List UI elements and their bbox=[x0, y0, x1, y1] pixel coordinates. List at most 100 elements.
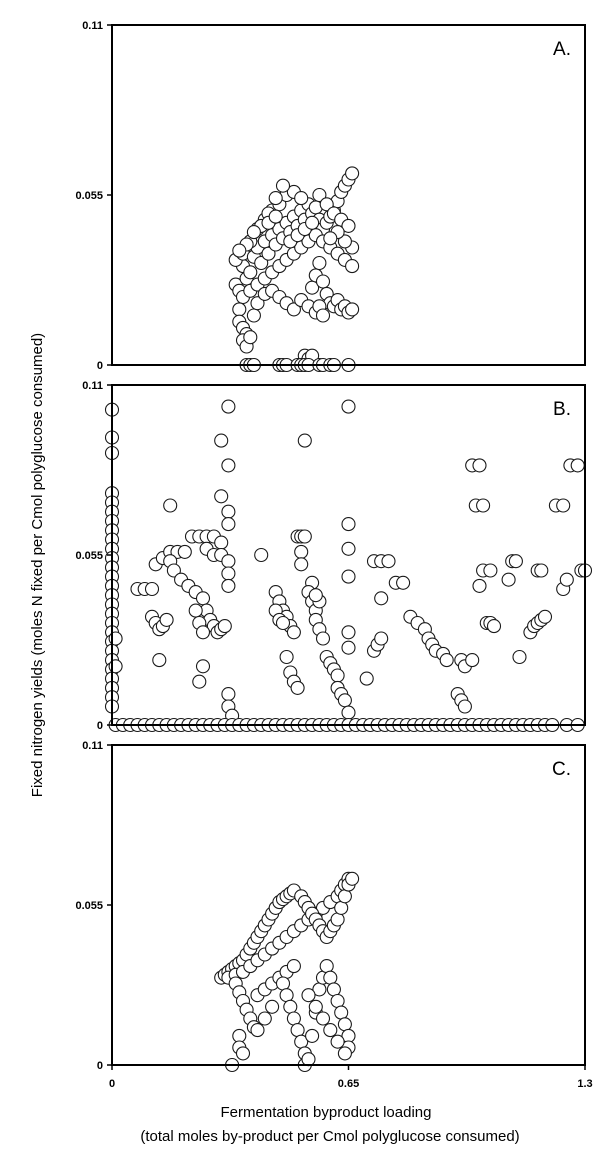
data-point bbox=[195, 659, 211, 674]
data-point bbox=[243, 330, 258, 345]
data-point bbox=[297, 433, 312, 448]
data-point bbox=[337, 1046, 352, 1061]
data-point bbox=[337, 1017, 352, 1032]
data-point bbox=[214, 489, 229, 504]
data-point bbox=[439, 653, 454, 668]
data-point bbox=[341, 705, 356, 720]
data-point bbox=[570, 458, 585, 473]
data-point bbox=[305, 1028, 320, 1043]
data-point bbox=[337, 234, 352, 249]
data-point bbox=[315, 274, 331, 289]
data-point bbox=[243, 265, 258, 280]
data-point bbox=[534, 563, 549, 578]
data-point bbox=[330, 993, 345, 1009]
data-point bbox=[472, 578, 487, 593]
data-point bbox=[192, 674, 207, 689]
data-point bbox=[188, 603, 203, 618]
y-tick-label: 0.11 bbox=[82, 740, 103, 752]
data-point bbox=[512, 649, 527, 665]
data-point bbox=[214, 433, 229, 448]
data-point bbox=[308, 999, 323, 1014]
data-point bbox=[345, 302, 360, 317]
data-point bbox=[396, 575, 411, 590]
data-point bbox=[286, 302, 301, 317]
data-markers bbox=[214, 871, 360, 1073]
data-point bbox=[268, 209, 283, 224]
data-point bbox=[221, 566, 236, 581]
data-point bbox=[283, 999, 298, 1014]
data-point bbox=[297, 529, 312, 544]
data-point bbox=[341, 625, 356, 640]
data-point bbox=[341, 218, 356, 233]
data-point bbox=[294, 557, 309, 572]
data-point bbox=[195, 625, 211, 640]
data-point bbox=[330, 1034, 345, 1049]
data-point bbox=[214, 535, 229, 550]
data-point bbox=[305, 215, 320, 230]
data-point bbox=[457, 699, 472, 714]
y-tick-label: 0 bbox=[97, 1060, 103, 1072]
data-point bbox=[483, 563, 498, 578]
data-point bbox=[221, 517, 236, 532]
data-point bbox=[286, 959, 301, 974]
data-point bbox=[246, 308, 261, 323]
data-point bbox=[312, 255, 327, 271]
data-point bbox=[341, 399, 356, 414]
data-point bbox=[195, 591, 211, 606]
y-tick-label: 0.11 bbox=[82, 20, 103, 32]
data-point bbox=[221, 399, 236, 414]
data-point bbox=[556, 498, 571, 513]
x-axis-title-line2: (total moles by-product per Cmol polyglu… bbox=[140, 1128, 519, 1145]
data-point bbox=[290, 1023, 305, 1038]
data-point bbox=[326, 982, 341, 997]
data-point bbox=[312, 187, 327, 203]
data-point bbox=[217, 619, 232, 634]
data-point bbox=[319, 197, 334, 212]
data-point bbox=[268, 191, 283, 206]
data-point bbox=[152, 653, 167, 668]
data-point bbox=[345, 259, 360, 274]
data-point bbox=[235, 1046, 251, 1061]
x-tick-label: 0 bbox=[109, 1078, 115, 1090]
scatter-panel-3: 0 0.055 0.11 0 0.65 1.3 C. bbox=[75, 740, 592, 1090]
scatter-panel-1: 0 0.055 0.11 A. bbox=[75, 20, 586, 373]
data-point bbox=[486, 619, 502, 634]
data-point bbox=[315, 308, 331, 323]
data-point bbox=[345, 166, 360, 181]
data-point bbox=[290, 680, 305, 695]
y-tick-label: 0 bbox=[97, 360, 103, 372]
x-tick-label: 1.3 bbox=[577, 1078, 592, 1090]
data-point bbox=[337, 889, 352, 904]
data-point bbox=[163, 498, 178, 513]
data-point bbox=[374, 631, 389, 646]
data-point bbox=[254, 255, 269, 271]
x-axis-title-line1: Fermentation byproduct loading bbox=[221, 1104, 432, 1121]
panel-label: B. bbox=[553, 399, 571, 420]
data-point bbox=[232, 243, 247, 258]
data-point bbox=[221, 554, 236, 569]
data-point bbox=[323, 970, 338, 985]
data-point bbox=[334, 900, 349, 915]
data-point bbox=[144, 581, 160, 597]
data-point bbox=[334, 1005, 349, 1020]
data-point bbox=[221, 578, 236, 593]
data-point bbox=[323, 1023, 338, 1038]
panel-label: A. bbox=[553, 39, 571, 60]
data-point bbox=[275, 615, 291, 631]
data-point bbox=[166, 563, 181, 578]
data-point bbox=[537, 609, 553, 624]
x-tick-label: 0.65 bbox=[338, 1078, 359, 1090]
data-markers bbox=[104, 399, 593, 733]
data-point bbox=[254, 547, 269, 563]
data-point bbox=[250, 1023, 265, 1038]
data-point bbox=[559, 572, 574, 587]
data-point bbox=[374, 591, 389, 606]
scatter-panel-2: 0 0.055 0.11 B. bbox=[75, 380, 593, 733]
data-point bbox=[294, 191, 309, 206]
data-point bbox=[315, 1011, 331, 1026]
data-point bbox=[508, 554, 523, 569]
data-point bbox=[323, 231, 338, 246]
data-point bbox=[337, 693, 352, 708]
data-point bbox=[232, 302, 247, 317]
